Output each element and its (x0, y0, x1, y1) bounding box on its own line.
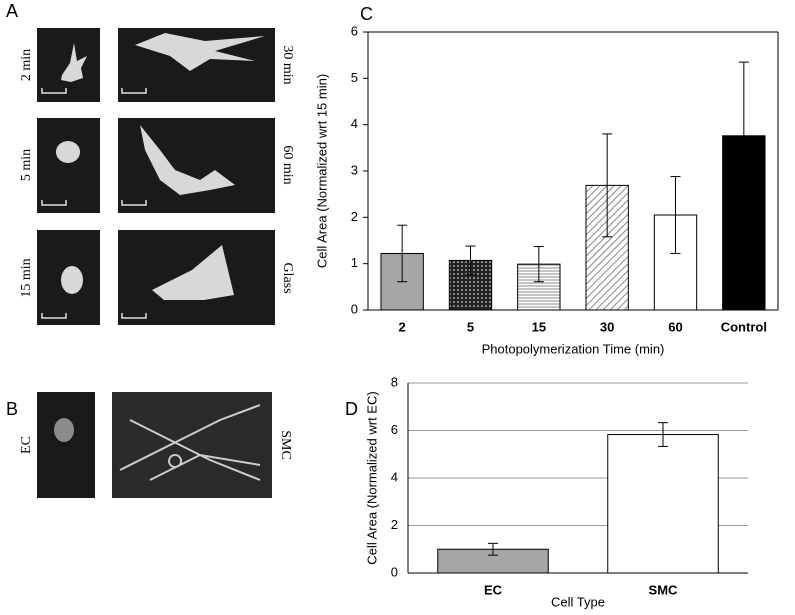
cell (54, 418, 74, 442)
y-tick-label: 2 (391, 517, 398, 532)
image-label: SMC (278, 430, 293, 460)
x-tick-label: 30 (600, 319, 614, 334)
y-tick-label: 0 (351, 301, 358, 316)
y-tick-label: 6 (391, 422, 398, 437)
y-tick-label: 4 (351, 116, 358, 131)
image (37, 28, 100, 102)
bar (607, 434, 719, 574)
x-axis-label: Photopolymerization Time (min) (482, 341, 665, 356)
cell (61, 266, 83, 294)
image-label: EC (19, 436, 34, 454)
image-label: 5 min (19, 149, 34, 181)
y-tick-label: 2 (351, 209, 358, 224)
y-tick-label: 3 (351, 162, 358, 177)
y-tick-label: 0 (391, 564, 398, 579)
x-tick-label: SMC (649, 582, 679, 597)
y-tick-label: 8 (391, 374, 398, 389)
cell (119, 404, 261, 481)
scale-bar (41, 200, 67, 206)
image-label: 30 min (280, 45, 295, 84)
y-tick-label: 5 (351, 70, 358, 85)
y-axis-label: Cell Area (Normalized wrt EC) (364, 391, 379, 564)
y-axis-label: Cell Area (Normalized wrt 15 min) (314, 74, 329, 268)
y-tick-label: 1 (351, 255, 358, 270)
micrographs (37, 28, 275, 325)
x-tick-label: 5 (467, 319, 474, 334)
image-label: 60 min (280, 145, 295, 184)
x-tick-label: 15 (532, 319, 546, 334)
x-axis-label: Cell Type (551, 594, 605, 609)
panel-label: C (360, 4, 373, 24)
scale-bar (121, 313, 147, 319)
image (37, 392, 95, 498)
cell (152, 245, 234, 300)
scale-bar (41, 88, 67, 94)
x-tick-label: EC (484, 582, 503, 597)
image (112, 392, 272, 498)
scale-bar (121, 88, 147, 94)
scale-bar (121, 200, 147, 206)
x-tick-label: 2 (399, 319, 406, 334)
x-tick-label: 60 (668, 319, 682, 334)
panel-label: A (6, 1, 18, 21)
image-label: 15 min (19, 258, 34, 297)
image (37, 118, 100, 213)
cell (140, 125, 235, 195)
panel-label: B (6, 399, 18, 419)
image-label: Glass (280, 262, 295, 293)
panel-label: D (345, 399, 358, 419)
y-tick-label: 4 (391, 469, 398, 484)
bar (517, 263, 561, 311)
x-tick-label: Control (721, 319, 767, 334)
cell (61, 43, 87, 82)
cell (56, 141, 80, 163)
scale-bar (41, 313, 67, 319)
y-tick-label: 6 (351, 23, 358, 38)
image-label: 2 min (19, 49, 34, 81)
cell (135, 33, 265, 71)
